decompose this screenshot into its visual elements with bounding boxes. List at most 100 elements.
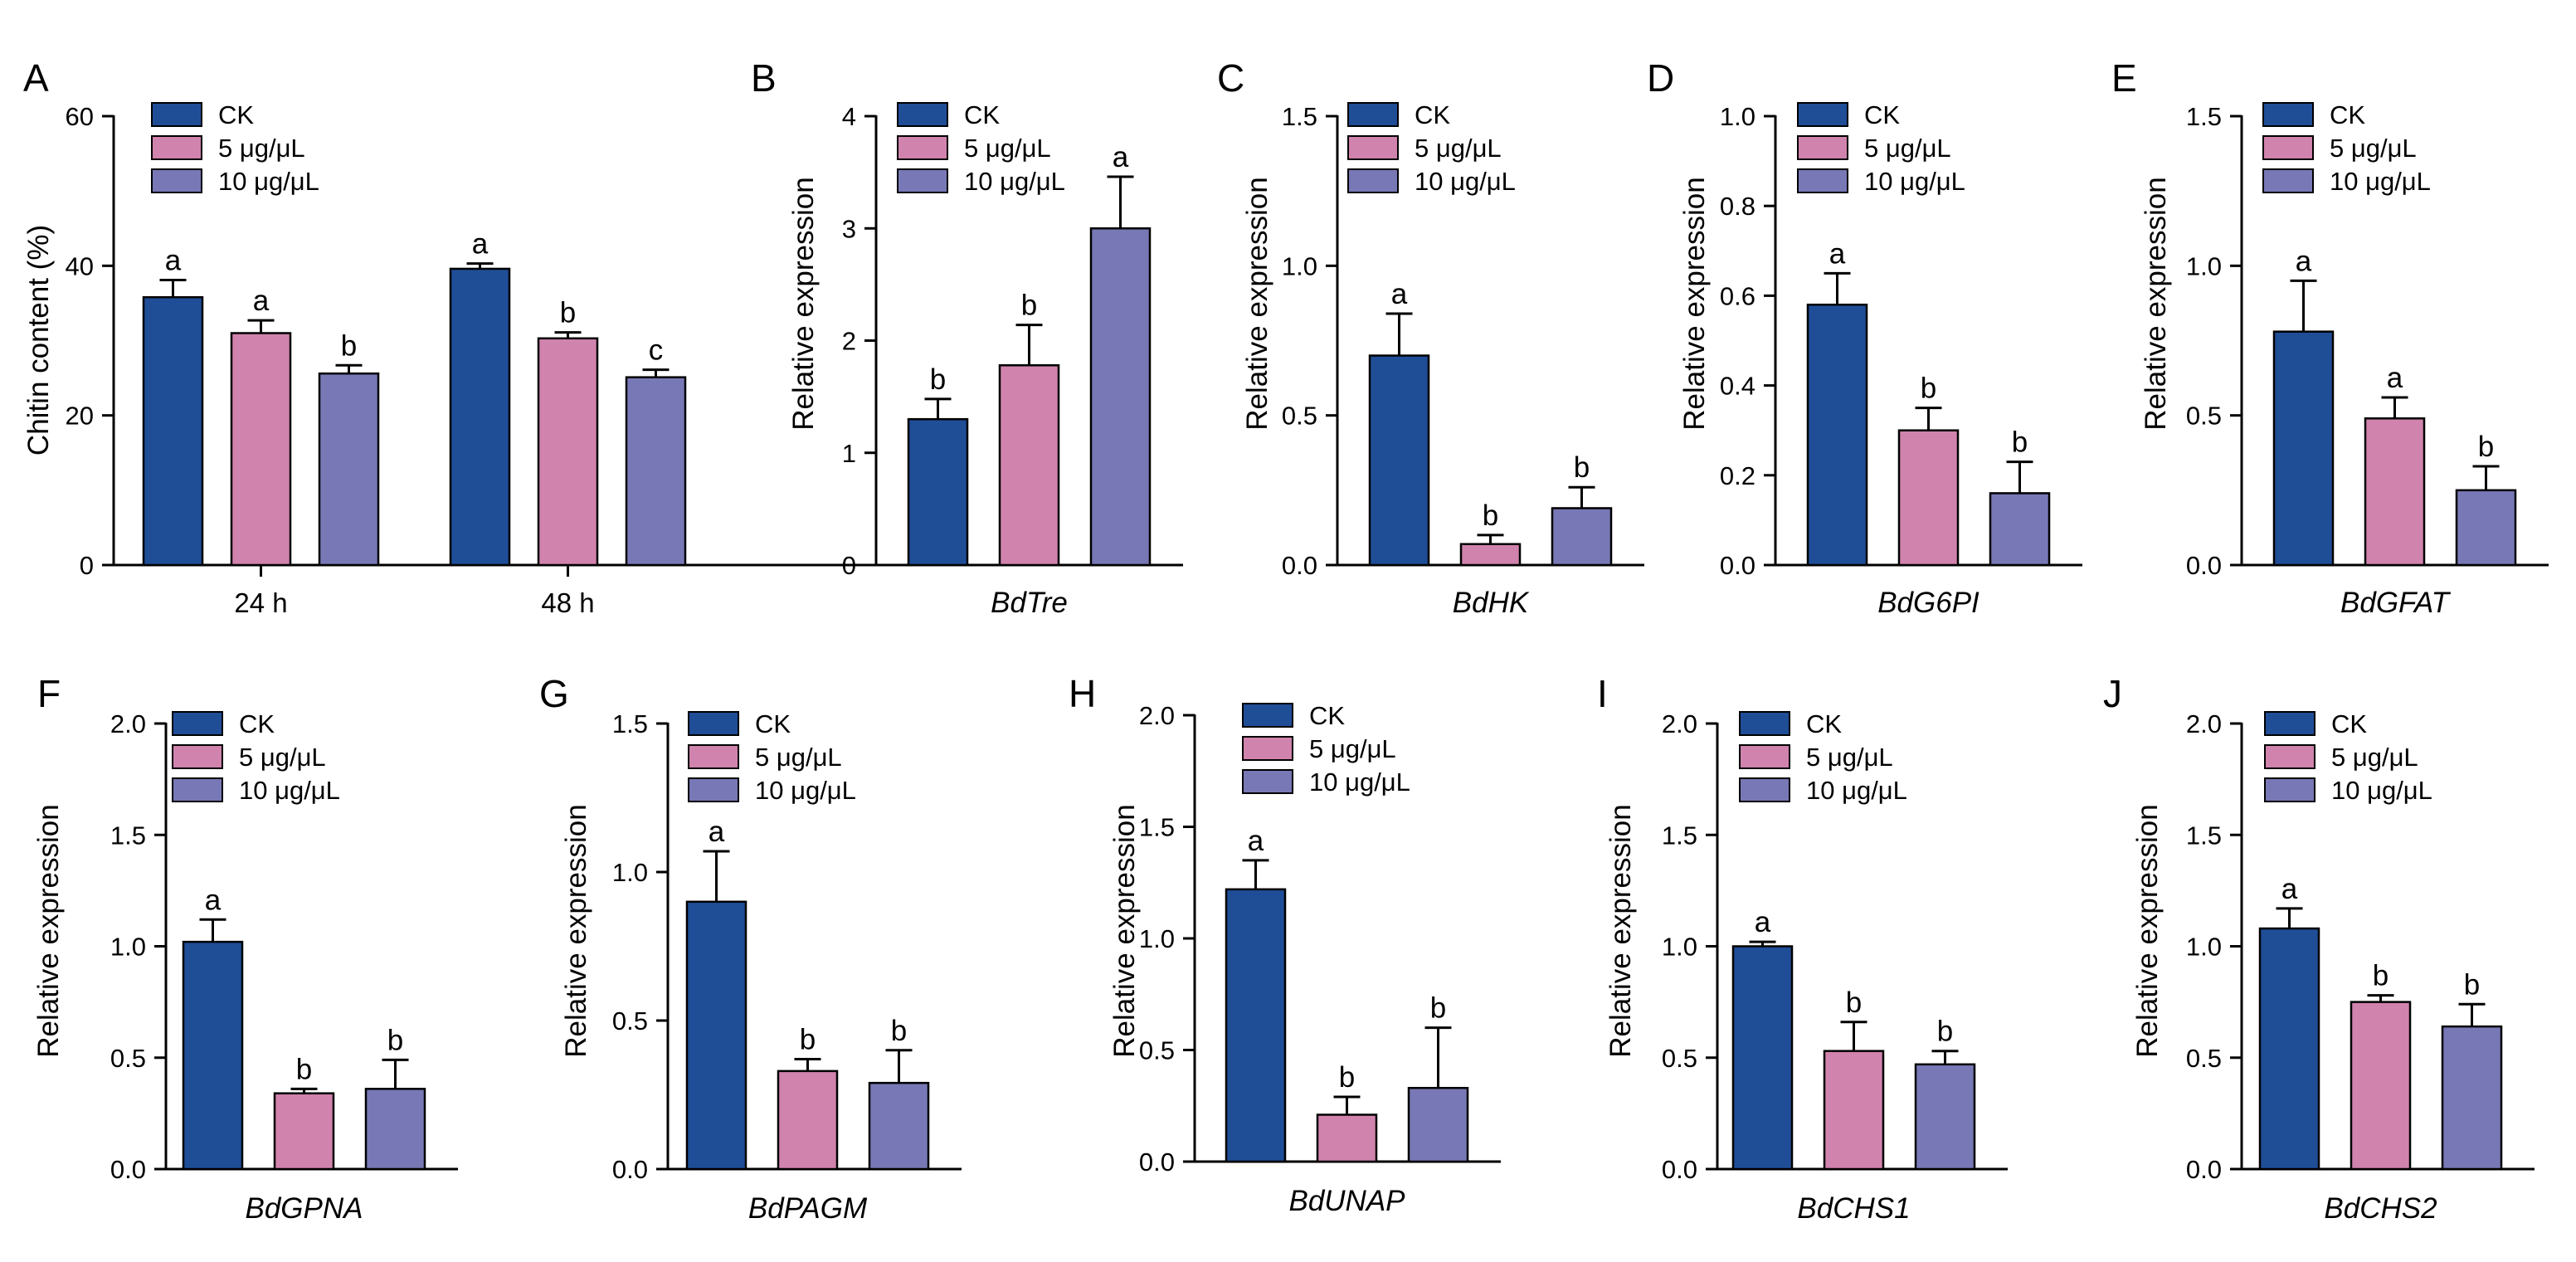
legend-label: 5 μg/μL: [755, 743, 842, 772]
y-tick-label: 0.0: [1282, 551, 1317, 580]
y-axis-title: Relative expression: [1605, 804, 1637, 1057]
significance-letter: b: [341, 329, 357, 362]
y-tick-label: 2.0: [1662, 709, 1697, 738]
gene-name: BdTre: [991, 587, 1068, 619]
bar-d-2: [1989, 492, 2051, 567]
panel-d: D 0.0 0.2 0.4 0.6 0.8 1.0 Relative expression a b…: [1647, 56, 2082, 619]
legend-label: 10 μg/μL: [755, 776, 856, 805]
bar-i-0: [1731, 945, 1794, 1171]
bar-j-1: [2350, 1001, 2412, 1171]
panel-letter: J: [2103, 672, 2122, 715]
y-tick-label: 1: [842, 439, 856, 468]
legend-label: 5 μg/μL: [239, 743, 326, 772]
legend-swatch-ck: [1739, 711, 1790, 736]
bar-d-0: [1806, 303, 1868, 567]
legend-label: 5 μg/μL: [1309, 734, 1396, 763]
y-axis-title: Relative expression: [560, 804, 592, 1057]
legend-swatch-10: [172, 777, 223, 802]
x-category-label: 48 h: [541, 587, 594, 618]
legend-label: CK: [1864, 100, 1900, 129]
y-tick-label: 20: [66, 402, 94, 431]
y-tick-label: 0.0: [1720, 551, 1755, 580]
gene-name: BdHK: [1453, 587, 1530, 619]
bar-a-1-2: [625, 376, 687, 567]
y-tick-label: 1.0: [1139, 924, 1175, 953]
panel-letter: G: [539, 672, 569, 715]
y-tick-label: 3: [842, 214, 856, 243]
legend-swatch-ck: [1347, 102, 1399, 127]
legend-swatch-5: [172, 744, 223, 769]
y-tick-label: 0.0: [2186, 1155, 2222, 1184]
y-tick-label: 0.5: [2186, 1044, 2222, 1073]
y-tick-label: 0.2: [1720, 461, 1755, 490]
panel-i: I 0.0 0.5 1.0 1.5 2.0 Relative expression a b b Bd…: [1597, 672, 2008, 1225]
y-axis-title: Relative expression: [1241, 177, 1273, 430]
significance-letter: a: [2296, 245, 2312, 277]
legend-swatch-10: [2264, 777, 2315, 802]
y-tick-label: 0.0: [1662, 1155, 1697, 1184]
y-tick-label: 0.6: [1720, 281, 1755, 310]
gene-name: BdPAGM: [748, 1192, 868, 1225]
y-tick-label: 0.8: [1720, 192, 1755, 221]
bar-d-1: [1897, 429, 1960, 567]
panel-letter: I: [1597, 672, 1608, 715]
panel-e: E 0.0 0.5 1.0 1.5 Relative expression a a b BdGFA…: [2111, 56, 2549, 619]
bar-e-1: [2364, 417, 2426, 567]
gene-name: BdCHS1: [1797, 1192, 1910, 1225]
significance-letter: b: [1846, 987, 1862, 1019]
bar-a-0-0: [142, 295, 204, 567]
legend-label: 5 μg/μL: [1806, 743, 1893, 772]
significance-letter: a: [2281, 873, 2298, 905]
panel-f: F 0.0 0.5 1.0 1.5 2.0 Relative expression a b b Bd…: [32, 672, 458, 1225]
y-tick-label: 0.5: [1139, 1036, 1175, 1065]
bar-h-1: [1316, 1113, 1378, 1163]
x-category-label: 24 h: [234, 587, 287, 618]
y-tick-label: 60: [66, 102, 94, 131]
y-axis-title: Relative expression: [1678, 177, 1711, 430]
y-tick-label: 1.5: [1282, 102, 1317, 131]
legend-swatch-5: [151, 135, 202, 160]
bar-h-0: [1225, 888, 1287, 1163]
legend-swatch-10: [2262, 168, 2314, 193]
significance-letter: a: [165, 244, 182, 276]
legend-label: CK: [1415, 100, 1450, 129]
significance-letter: a: [1248, 825, 1264, 857]
y-tick-label: 4: [842, 102, 856, 131]
bar-b-1: [998, 364, 1060, 567]
y-tick-label: 1.0: [612, 858, 648, 887]
significance-letter: a: [1391, 278, 1408, 310]
y-axis-title: Relative expression: [1108, 804, 1141, 1057]
y-tick-label: 0.0: [1139, 1147, 1175, 1177]
significance-letter: b: [387, 1024, 403, 1056]
y-tick-label: 2.0: [110, 709, 146, 738]
legend-swatch-ck: [151, 102, 202, 127]
legend-swatch-5: [2264, 744, 2315, 769]
legend-swatch-ck: [172, 711, 223, 736]
y-tick-label: 40: [66, 251, 94, 280]
significance-letter: b: [930, 363, 946, 396]
significance-letter: b: [1021, 290, 1037, 322]
bar-e-2: [2455, 489, 2517, 567]
significance-letter: a: [205, 884, 222, 916]
y-tick-label: 1.0: [1720, 102, 1755, 131]
y-tick-label: 0.5: [2186, 402, 2222, 431]
bar-i-2: [1914, 1063, 1976, 1171]
panel-c: C 0.0 0.5 1.0 1.5 Relative expression a b b BdHK C…: [1217, 56, 1644, 619]
y-tick-label: 0.0: [110, 1155, 146, 1184]
significance-letter: b: [1921, 373, 1936, 405]
bar-a-0-2: [318, 372, 380, 567]
legend-label: 10 μg/μL: [218, 167, 319, 196]
legend-swatch-ck: [2264, 711, 2315, 736]
significance-letter: b: [2478, 431, 2494, 463]
legend-label: 10 μg/μL: [964, 167, 1065, 196]
legend-label: 10 μg/μL: [1415, 167, 1516, 196]
legend-swatch-10: [897, 168, 948, 193]
gene-name: BdG6PI: [1877, 587, 1979, 619]
y-tick-label: 0.4: [1720, 372, 1755, 401]
panel-h: H 0.0 0.5 1.0 1.5 2.0 Relative expression a b b Bd…: [1069, 672, 1501, 1217]
panel-b: B 0 1 2 3 4 Relative expression b b a BdTre CK 5 μg/…: [751, 56, 1183, 619]
y-tick-label: 1.5: [1662, 821, 1697, 850]
significance-letter: a: [472, 228, 489, 261]
legend-label: CK: [239, 709, 275, 738]
